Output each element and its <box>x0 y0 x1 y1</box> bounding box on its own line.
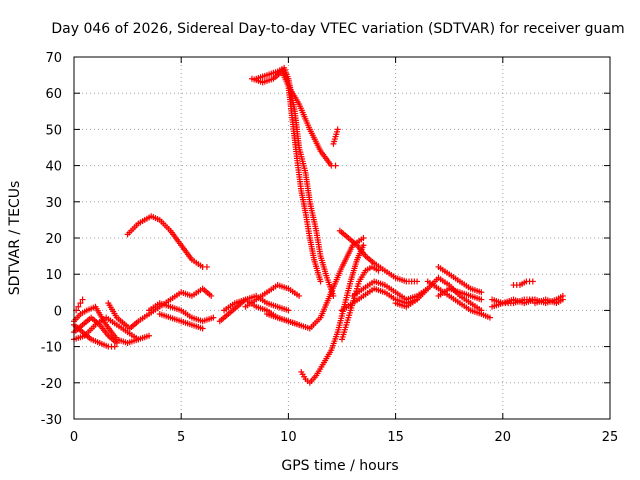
y-tick-label: -30 <box>41 413 62 428</box>
data-point <box>334 126 341 133</box>
series-sat-p <box>330 126 341 147</box>
data-point <box>486 314 493 321</box>
y-tick-label: -10 <box>41 341 62 356</box>
data-point <box>210 314 217 321</box>
data-point <box>111 343 118 350</box>
y-tick-label: 0 <box>54 304 62 319</box>
data-point <box>79 296 86 303</box>
series-sat-l <box>242 282 303 310</box>
x-tick-label: 10 <box>280 430 297 445</box>
data-point <box>360 235 367 241</box>
series-sat-r <box>298 242 367 386</box>
data-point <box>330 292 337 299</box>
data-point <box>360 242 367 249</box>
data-point <box>75 303 82 310</box>
data-point <box>478 289 485 296</box>
series-sat-g <box>124 213 210 270</box>
x-tick-label: 0 <box>70 430 78 445</box>
x-tick-label: 15 <box>387 430 404 445</box>
y-tick-label: 10 <box>45 268 62 283</box>
data-point <box>559 296 566 303</box>
series-sat-q <box>263 235 367 332</box>
x-tick-label: 25 <box>602 430 619 445</box>
y-tick-label: 70 <box>45 51 62 66</box>
x-tick-label: 20 <box>495 430 512 445</box>
data-point <box>332 162 339 169</box>
series-sat-j <box>216 292 292 325</box>
y-tick-label: 20 <box>45 232 62 247</box>
series-sat-x <box>435 263 485 296</box>
plot-frame <box>73 56 611 420</box>
chart-title: Day 046 of 2026, Sidereal Day-to-day VTE… <box>51 21 624 37</box>
y-tick-label: 50 <box>45 123 62 138</box>
y-tick-label: 60 <box>45 87 62 102</box>
series-sat-z <box>435 285 485 303</box>
x-axis-label: GPS time / hours <box>281 458 398 474</box>
data-point <box>113 339 120 346</box>
series-sat-ab <box>489 296 538 307</box>
y-axis-label: SDTVAR / TECUs <box>7 181 23 296</box>
y-tick-label: 30 <box>45 196 62 211</box>
series-sat-w <box>392 274 485 314</box>
series-sat-m <box>253 64 337 299</box>
data-point <box>77 300 84 307</box>
series-sat-y <box>424 278 493 321</box>
y-tick-label: 40 <box>45 160 62 175</box>
data-point <box>296 292 303 299</box>
data-point <box>414 278 421 285</box>
data-point <box>208 292 215 299</box>
series-sat-t <box>336 227 421 285</box>
data-point <box>199 325 206 332</box>
series-sat-n <box>248 68 324 285</box>
axis-ticks: 0 5 10 15 20 25 -30 -20 -10 0 10 20 30 40 50 60 70 <box>41 51 619 445</box>
data-point <box>529 278 536 285</box>
data-point <box>317 278 324 285</box>
x-tick-label: 5 <box>177 430 185 445</box>
series-sat-ad <box>531 296 566 307</box>
data-points <box>71 64 566 386</box>
grid <box>74 57 610 419</box>
series-sat-f <box>105 285 215 332</box>
data-point <box>478 296 485 303</box>
data-point <box>285 307 292 314</box>
data-point <box>203 263 210 270</box>
series-sat-o <box>285 82 339 169</box>
series-sat-i <box>156 311 206 332</box>
series-sat-h <box>146 300 217 325</box>
series-sat-c <box>71 314 153 343</box>
series-sat-ac <box>510 278 536 289</box>
y-tick-label: -20 <box>41 377 62 392</box>
data-point <box>146 332 153 339</box>
